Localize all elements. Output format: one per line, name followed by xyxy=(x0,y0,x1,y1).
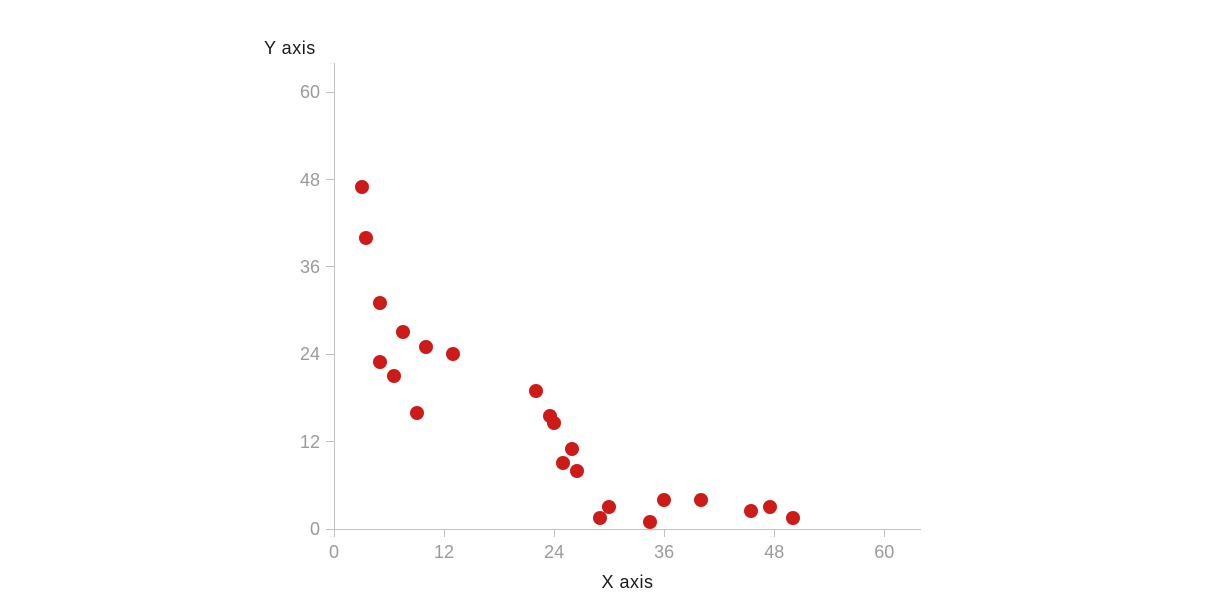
data-point xyxy=(657,493,671,507)
x-tick xyxy=(884,529,885,537)
data-point xyxy=(602,500,616,514)
y-axis-title: Y axis xyxy=(264,39,316,57)
y-tick-label: 0 xyxy=(310,520,320,538)
data-point xyxy=(373,355,387,369)
x-tick xyxy=(554,529,555,537)
y-tick-label: 48 xyxy=(300,171,320,189)
data-point xyxy=(446,347,460,361)
data-point xyxy=(387,369,401,383)
data-point xyxy=(359,231,373,245)
x-tick xyxy=(774,529,775,537)
data-point xyxy=(570,464,584,478)
data-point xyxy=(419,340,433,354)
plot-area xyxy=(334,63,921,529)
y-tick-label: 36 xyxy=(300,258,320,276)
x-tick-label: 24 xyxy=(544,543,564,561)
y-tick xyxy=(326,266,334,267)
data-point xyxy=(396,325,410,339)
data-point xyxy=(763,500,777,514)
data-point xyxy=(373,296,387,310)
y-tick xyxy=(326,179,334,180)
y-tick xyxy=(326,92,334,93)
x-tick xyxy=(664,529,665,537)
data-point xyxy=(786,511,800,525)
x-tick xyxy=(334,529,335,537)
x-tick-label: 48 xyxy=(764,543,784,561)
x-tick xyxy=(444,529,445,537)
y-axis-line xyxy=(334,63,335,529)
data-point xyxy=(529,384,543,398)
y-tick xyxy=(326,354,334,355)
x-axis-title: X axis xyxy=(601,573,653,591)
data-point xyxy=(565,442,579,456)
data-point xyxy=(355,180,369,194)
x-tick-label: 60 xyxy=(874,543,894,561)
data-point xyxy=(410,406,424,420)
x-axis-line xyxy=(334,529,921,530)
x-tick-label: 0 xyxy=(329,543,339,561)
data-point xyxy=(744,504,758,518)
data-point xyxy=(694,493,708,507)
x-tick-label: 36 xyxy=(654,543,674,561)
y-tick xyxy=(326,441,334,442)
y-tick-label: 12 xyxy=(300,433,320,451)
data-point xyxy=(547,416,561,430)
y-tick-label: 60 xyxy=(300,83,320,101)
x-tick-label: 12 xyxy=(434,543,454,561)
y-tick-label: 24 xyxy=(300,345,320,363)
data-point xyxy=(556,456,570,470)
data-point xyxy=(643,515,657,529)
